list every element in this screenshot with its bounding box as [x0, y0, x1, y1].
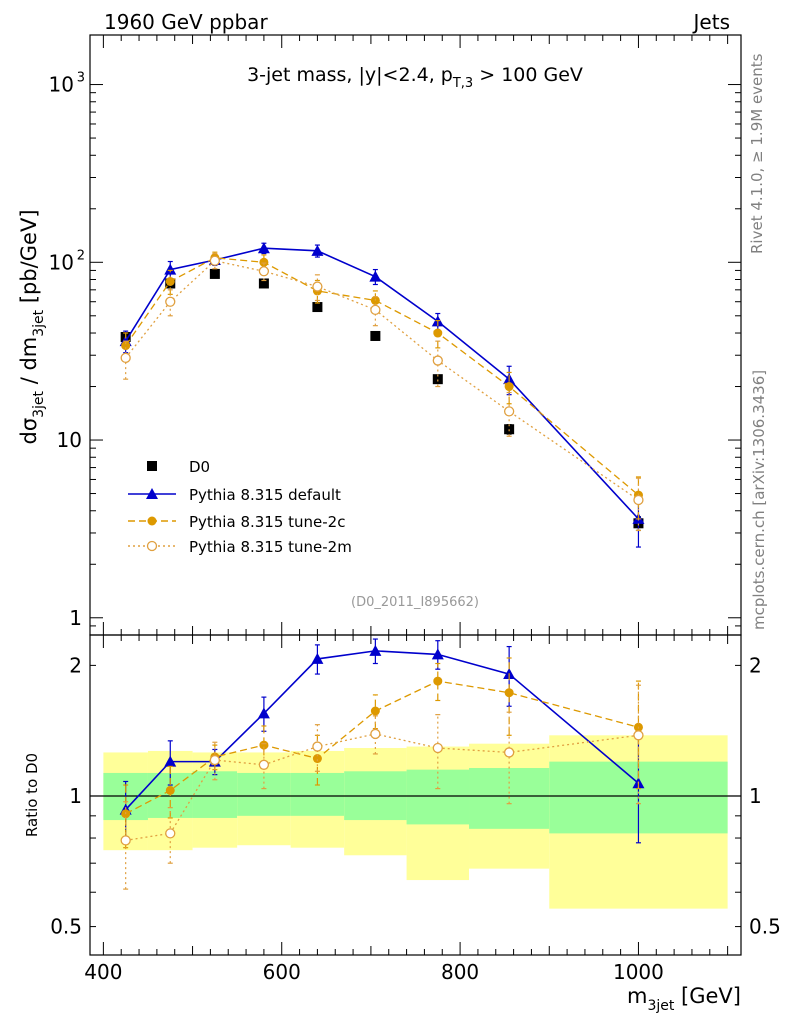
main-default-point-5: [311, 244, 324, 256]
main-ytick-label-pow: 10: [49, 250, 74, 274]
ratio-tune2m-point-4: [258, 759, 270, 770]
ratio-tune2c-point-6: [370, 706, 380, 716]
legend-label-3: Pythia 8.315 tune-2c: [189, 513, 345, 531]
main-y-label: dσ3jet / dm3jet [pb/GeV]: [17, 209, 47, 444]
analysis-id: (D0_2011_I895662): [351, 595, 479, 610]
header-energy: 1960 GeV ppbar: [104, 10, 268, 34]
xtick-label: 1000: [613, 960, 664, 984]
ratio-ytick-label-left: 1: [69, 784, 82, 808]
ratio-tune2m-point-1: [120, 835, 131, 846]
main-series-layer: [119, 242, 645, 548]
legend-label-1: D0: [189, 458, 210, 476]
main-frame: [89, 34, 742, 636]
main-tune2m-point-9: [633, 494, 644, 506]
data-point-8: [504, 424, 515, 435]
main-default-point-6: [369, 270, 382, 282]
ratio-bands: [90, 735, 741, 909]
main-tune2c-point-2: [165, 276, 175, 286]
main-tune2m-point-7: [432, 355, 443, 366]
main-tune2m-point-6: [370, 304, 381, 316]
mcplots-label: mcplots.cern.ch [arXiv:1306.3436]: [750, 370, 768, 630]
main-ytick-exponent: 3: [77, 71, 85, 86]
ratio-tune2c-point-5: [312, 754, 322, 764]
ratio-ytick-label-right: 1: [749, 784, 762, 808]
xtick-label: 600: [263, 960, 301, 984]
legend-marker-tune2m: [146, 540, 158, 552]
legend-marker-data: [147, 461, 157, 471]
ratio-tune2c-point-7: [433, 676, 443, 686]
ratio-ytick-label-left: 2: [69, 653, 82, 677]
main-tune2m-point-4: [258, 266, 270, 277]
ratio-tune2m-point-7: [432, 742, 443, 754]
data-point-5: [312, 302, 323, 313]
rivet-label: Rivet 4.1.0, ≥ 1.9M events: [748, 53, 766, 254]
ratio-tune2c-point-2: [165, 785, 175, 795]
xtick-label: 800: [441, 960, 479, 984]
ratio-tune2m-point-6: [370, 728, 381, 740]
ratio-ytick-label-right: 2: [749, 653, 762, 677]
ratio-ticks: 0.5 0.5 1 1 2 2 400 600 800 1000: [50, 635, 781, 984]
main-tune2m-point-5: [312, 281, 323, 292]
main-ytick-label-pow: 10: [49, 73, 74, 97]
main-tune2m-point-3: [209, 255, 220, 266]
main-tune2c-point-7: [433, 328, 443, 338]
ratio-tune2m-point-8: [503, 747, 515, 758]
ratio-tune2c-point-4: [259, 740, 269, 750]
ratio-tune2c-point-8: [504, 688, 514, 698]
ratio-tune2m-point-2: [165, 828, 176, 839]
ratio-default-point-6: [369, 644, 382, 656]
band-inner-4: [237, 772, 291, 816]
data-point-6: [370, 330, 381, 341]
ratio-tune2m-point-5: [312, 741, 323, 752]
ratio-y-label: Ratio to D0: [23, 753, 41, 837]
ratio-ytick-label-left: 0.5: [50, 915, 82, 939]
data-point-3: [209, 268, 220, 279]
main-tune2m-point-1: [120, 352, 131, 363]
ratio-series-layer: [119, 638, 645, 890]
ratio-panel: 0.5 0.5 1 1 2 2 400 600 800 1000 Ratio to D0 m3je…: [23, 634, 781, 1014]
band-inner-7: [406, 769, 470, 825]
legend-marker-tune2c: [147, 516, 157, 526]
legend-label-4: Pythia 8.315 tune-2m: [189, 538, 352, 556]
ratio-default-point-5: [311, 652, 324, 664]
main-ytick-exponent: 2: [77, 248, 85, 263]
ratio-tune2m-point-3: [209, 754, 220, 766]
main-tune2m-point-8: [503, 406, 515, 417]
main-tune2m-point-2: [165, 296, 176, 307]
main-tune2c-line: [125, 257, 639, 496]
ratio-tune2m-point-9: [633, 730, 644, 741]
x-axis-label: m3jet [GeV]: [627, 984, 741, 1014]
ratio-default-point-4: [257, 707, 270, 719]
main-default-point-2: [164, 263, 177, 275]
data-point-7: [432, 374, 443, 385]
xtick-label: 400: [84, 960, 122, 984]
ratio-default-point-7: [431, 648, 444, 660]
main-default-line: [124, 247, 640, 520]
main-tune2c-point-8: [504, 382, 514, 392]
header-process: Jets: [692, 10, 730, 34]
main-tune2m-line: [125, 260, 639, 501]
main-tune2c-point-4: [259, 257, 269, 267]
data-point-4: [258, 278, 269, 289]
main-tune2c-point-1: [121, 341, 131, 351]
main-default-point-4: [257, 242, 270, 254]
ratio-ytick-label-right: 0.5: [749, 915, 781, 939]
main-ytick-label: 1: [69, 606, 82, 630]
legend: D0 Pythia 8.315 default Pythia 8.315 tune-…: [128, 458, 352, 556]
main-ytick-label: 10: [57, 428, 82, 452]
legend-label-2: Pythia 8.315 default: [189, 486, 341, 504]
main-title: 3-jet mass, |y|<2.4, pT,3 > 100 GeV: [247, 64, 583, 91]
ratio-frame: [89, 634, 742, 956]
legend-marker-default: [146, 488, 158, 499]
ratio-default-point-2: [164, 755, 177, 767]
